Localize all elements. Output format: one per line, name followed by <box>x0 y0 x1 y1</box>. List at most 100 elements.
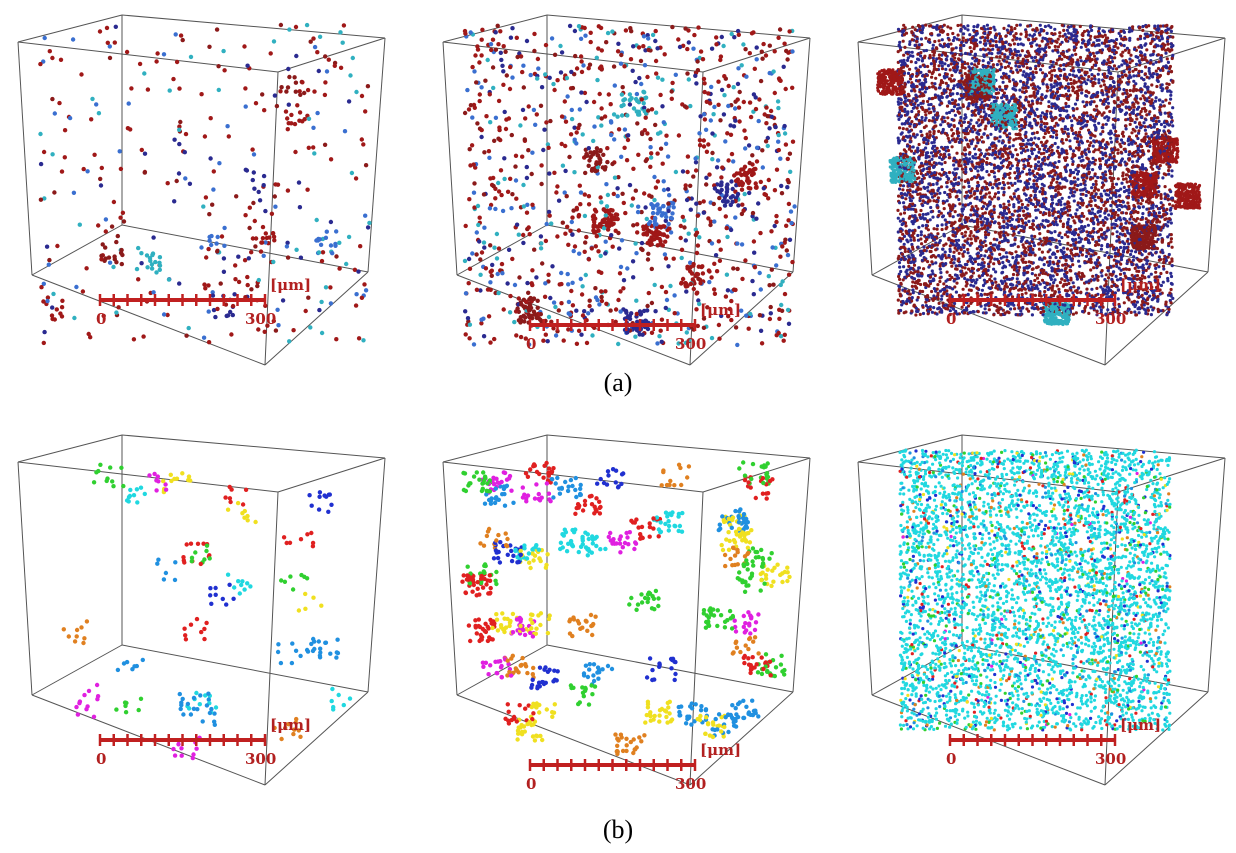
particle <box>655 151 659 155</box>
particle <box>1023 186 1026 189</box>
particle <box>655 232 659 236</box>
particle <box>716 80 720 84</box>
particle <box>717 239 721 243</box>
particle <box>645 232 649 236</box>
particle <box>1051 202 1054 205</box>
particle <box>1059 114 1062 117</box>
particle <box>464 332 468 336</box>
particle <box>671 201 675 205</box>
particle <box>512 320 516 324</box>
particle <box>742 128 746 132</box>
particle <box>616 194 620 198</box>
particle <box>708 223 712 227</box>
particle <box>574 309 578 313</box>
particle <box>51 292 55 296</box>
particle <box>361 142 365 146</box>
particle <box>789 221 793 225</box>
particle <box>640 97 644 101</box>
particle <box>278 89 282 93</box>
particle <box>216 64 220 68</box>
particle <box>100 166 104 170</box>
particle <box>759 329 763 333</box>
particle <box>709 118 713 122</box>
particle <box>1044 132 1047 135</box>
particle <box>84 266 88 270</box>
particle <box>645 217 649 221</box>
particle <box>1013 171 1016 174</box>
particle <box>237 280 241 284</box>
particle <box>502 177 506 181</box>
particle <box>547 171 551 175</box>
particle <box>957 34 960 37</box>
particle <box>215 27 219 31</box>
particle <box>699 265 703 269</box>
particle <box>339 66 343 70</box>
particle <box>1072 160 1075 163</box>
particle <box>730 32 734 36</box>
particle <box>1107 102 1110 105</box>
particle <box>680 248 684 252</box>
particle <box>617 127 621 131</box>
particle <box>479 135 483 139</box>
particle <box>604 302 608 306</box>
particle <box>577 228 581 232</box>
particle <box>654 185 658 189</box>
particle <box>311 126 315 130</box>
particle <box>571 86 575 90</box>
particle <box>593 208 597 212</box>
particle <box>145 265 149 269</box>
particle <box>647 291 651 295</box>
particle <box>1026 66 1029 69</box>
particle <box>140 148 144 152</box>
particle <box>557 199 561 203</box>
particle <box>536 299 540 303</box>
particle <box>1130 131 1133 134</box>
particle <box>220 234 224 238</box>
particle <box>142 71 146 75</box>
particle <box>1143 44 1146 47</box>
particle <box>756 201 760 205</box>
particle <box>492 246 496 250</box>
particle <box>684 238 688 242</box>
particle <box>526 148 530 152</box>
particle <box>783 333 787 337</box>
particle <box>360 296 364 300</box>
particle <box>948 111 951 114</box>
particle <box>950 128 953 131</box>
particle <box>610 162 614 166</box>
particle <box>1123 31 1126 34</box>
particle <box>302 91 306 95</box>
particle <box>300 80 304 84</box>
particle <box>644 319 648 323</box>
particle <box>201 204 205 208</box>
particle <box>585 341 589 345</box>
particle <box>773 49 777 53</box>
particle <box>360 94 364 98</box>
particle <box>1154 271 1157 274</box>
particle <box>693 156 697 160</box>
particle <box>670 89 674 93</box>
particle <box>1102 184 1105 187</box>
particle <box>558 44 562 48</box>
particle <box>162 52 166 56</box>
particle <box>1038 87 1041 90</box>
particle <box>934 77 937 80</box>
particle <box>791 140 795 144</box>
particle <box>478 92 482 96</box>
particle <box>608 308 612 312</box>
particle <box>622 278 626 282</box>
particle <box>279 85 283 89</box>
particle <box>489 42 493 46</box>
particle <box>544 120 548 124</box>
particle <box>532 32 536 36</box>
particle <box>114 240 118 244</box>
particle <box>976 24 979 27</box>
particle <box>658 209 662 213</box>
particle <box>583 214 587 218</box>
particle <box>790 86 794 90</box>
particle <box>245 63 249 67</box>
particle <box>559 282 563 286</box>
particle <box>633 80 637 84</box>
particle <box>560 114 564 118</box>
particle <box>463 111 467 115</box>
